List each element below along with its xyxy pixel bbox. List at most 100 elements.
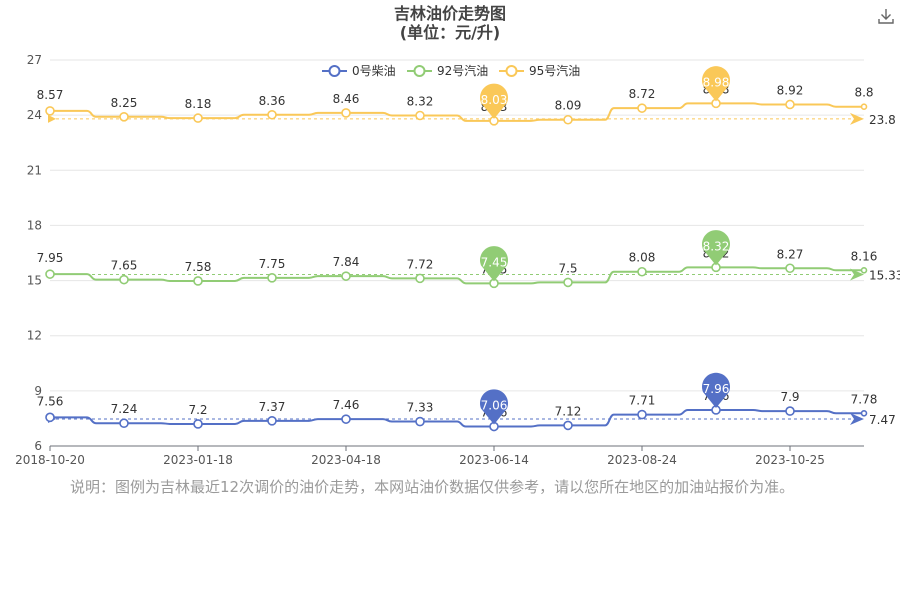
- data-point: [637, 266, 647, 277]
- legend-item-2[interactable]: 95号汽油: [499, 63, 580, 78]
- chart-legend: 0号柴油 92号汽油 95号汽油: [322, 63, 580, 78]
- legend-marker: [328, 65, 341, 77]
- data-label: 7.37: [259, 400, 286, 414]
- data-point: [267, 109, 277, 120]
- legend-marker: [505, 65, 518, 77]
- data-point: [637, 103, 647, 113]
- chart-grid: [50, 59, 864, 392]
- download-icon[interactable]: [876, 6, 896, 26]
- legend-label: 0号柴油: [352, 64, 396, 78]
- data-point: [193, 113, 203, 123]
- series-1: 15.337.957.657.587.757.847.727.457.457.5…: [37, 230, 900, 289]
- legend-label: 92号汽油: [437, 63, 488, 78]
- marker-pin-shape: [702, 66, 730, 102]
- data-label: 7.78: [851, 392, 878, 406]
- data-point: [193, 419, 203, 429]
- x-tick-label: 2018-10-20: [15, 453, 85, 467]
- data-label: 7.46: [333, 398, 360, 412]
- chart-title-unit: (单位：元/升): [399, 23, 501, 42]
- series-0: 7.477.567.247.27.377.467.337.067.067.127…: [37, 372, 896, 432]
- data-point: [119, 274, 129, 285]
- data-label: 7.56: [37, 394, 64, 408]
- data-point: [563, 277, 573, 288]
- marker-pin-shape: [702, 372, 730, 408]
- chart-title-main: 吉林油价走势图: [393, 4, 506, 23]
- data-point: [45, 412, 55, 423]
- x-tick-label: 2023-06-14: [459, 453, 529, 467]
- data-point: [119, 418, 129, 429]
- y-tick-label: 21: [27, 163, 42, 177]
- data-label: 8.18: [185, 97, 212, 111]
- min-marker: 8.03: [480, 83, 508, 119]
- marker-pin-label: 7.06: [481, 399, 508, 413]
- y-tick-label: 18: [27, 218, 42, 232]
- data-point: [785, 263, 795, 274]
- data-point: [860, 409, 868, 417]
- average-label: 23.8: [869, 113, 896, 127]
- data-label: 7.72: [407, 257, 434, 271]
- series-line: [50, 266, 864, 285]
- min-marker: 7.45: [480, 246, 508, 282]
- average-start-arrow: [48, 114, 56, 123]
- data-point: [341, 271, 351, 281]
- legend-marker: [413, 65, 426, 77]
- legend-item-0[interactable]: 0号柴油: [322, 64, 396, 78]
- legend-label: 95号汽油: [529, 63, 580, 78]
- data-label: 7.12: [555, 404, 582, 418]
- y-tick-label: 27: [27, 53, 42, 67]
- data-label: 8.25: [111, 96, 138, 110]
- marker-pin-label: 7.96: [703, 382, 730, 396]
- y-tick-label: 15: [27, 274, 42, 288]
- marker-pin-shape: [480, 246, 508, 282]
- average-end-arrow: [850, 412, 864, 425]
- data-label: 7.24: [111, 402, 138, 416]
- data-label: 7.5: [558, 261, 577, 275]
- data-label: 8.32: [407, 95, 434, 109]
- data-point: [119, 111, 129, 122]
- max-marker: 7.96: [702, 372, 730, 408]
- data-label: 8.8: [854, 86, 873, 100]
- data-label: 7.9: [780, 390, 799, 404]
- data-label: 7.58: [185, 260, 212, 274]
- average-label: 15.33: [869, 269, 900, 283]
- data-point: [267, 416, 277, 426]
- marker-pin-label: 7.45: [481, 255, 508, 269]
- data-label: 8.92: [777, 83, 804, 97]
- average-end-arrow: [850, 112, 864, 125]
- chart-axes: 6 9 12 15 18 21 24 27 2018-10-20 2023-01-18 2023-0…: [15, 53, 864, 467]
- y-tick-label: 6: [34, 439, 42, 453]
- legend-item-1[interactable]: 92号汽油: [407, 63, 488, 78]
- data-label: 8.46: [333, 92, 360, 106]
- marker-pin-label: 8.03: [481, 93, 508, 107]
- average-label: 7.47: [869, 413, 896, 427]
- chart-note: 说明：图例为吉林最近12次调价的油价走势，本网站油价数据仅供参考，请以您所在地区…: [70, 478, 795, 496]
- marker-pin-shape: [480, 83, 508, 119]
- series-line: [50, 102, 864, 122]
- max-marker: 8.98: [702, 66, 730, 102]
- x-tick-label: 2023-04-18: [311, 453, 381, 467]
- data-point: [860, 266, 868, 274]
- series-line: [50, 408, 864, 428]
- y-tick-label: 24: [27, 108, 42, 122]
- data-label: 8.09: [555, 99, 582, 113]
- data-point: [637, 409, 647, 420]
- data-point: [563, 114, 573, 125]
- data-point: [415, 273, 425, 284]
- data-point: [341, 414, 351, 424]
- marker-pin-label: 8.32: [703, 239, 730, 253]
- min-marker: 7.06: [480, 389, 508, 425]
- marker-pin-shape: [702, 230, 730, 266]
- data-label: 7.71: [629, 394, 656, 408]
- x-tick-label: 2023-08-24: [607, 453, 677, 467]
- y-tick-label: 9: [34, 384, 42, 398]
- series-2: 23.88.578.258.188.368.468.328.038.038.09…: [37, 66, 896, 127]
- data-label: 8.27: [777, 247, 804, 261]
- x-tick-label: 2023-01-18: [163, 453, 233, 467]
- data-point: [45, 269, 55, 279]
- x-tick-label: 2023-10-25: [755, 453, 825, 467]
- marker-pin-label: 8.98: [703, 75, 730, 89]
- chart-series: 7.477.567.247.27.377.467.337.067.067.127…: [37, 66, 900, 432]
- average-end-arrow: [850, 268, 864, 281]
- data-label: 8.36: [259, 94, 286, 108]
